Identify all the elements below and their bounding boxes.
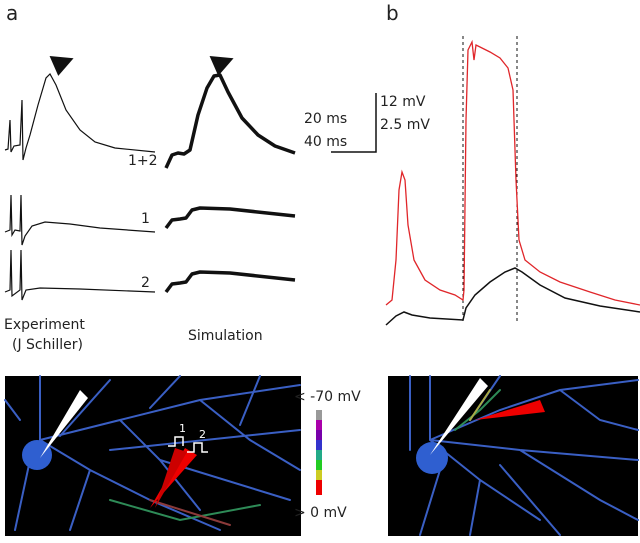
- panel-label: b: [386, 1, 399, 25]
- morphology-image: [388, 375, 639, 536]
- stimulus-label: 1: [179, 422, 186, 435]
- colorbar: [316, 410, 322, 495]
- scale-label: 40 ms: [304, 134, 347, 150]
- caption: (J Schiller): [12, 337, 83, 353]
- colorbar-label: > 0 mV: [294, 505, 347, 521]
- caption: Experiment: [4, 317, 85, 333]
- scale-bar: [331, 93, 377, 153]
- trace-label: 2: [141, 275, 150, 291]
- stimulus-label: 2: [199, 428, 206, 441]
- scale-label: 12 mV: [380, 94, 426, 110]
- panel-label: a: [6, 1, 18, 25]
- scale-label: 20 ms: [304, 111, 347, 127]
- morphology-image: 1 2: [4, 375, 301, 536]
- caption: Simulation: [188, 328, 263, 344]
- scale-label: 2.5 mV: [380, 117, 430, 133]
- experiment-traces: [4, 56, 156, 301]
- simulation-traces: [164, 56, 296, 294]
- colorbar-label: < -70 mV: [294, 389, 361, 405]
- panel-b-traces: [385, 36, 640, 326]
- trace-label: 1+2: [128, 153, 158, 169]
- trace-label: 1: [141, 211, 150, 227]
